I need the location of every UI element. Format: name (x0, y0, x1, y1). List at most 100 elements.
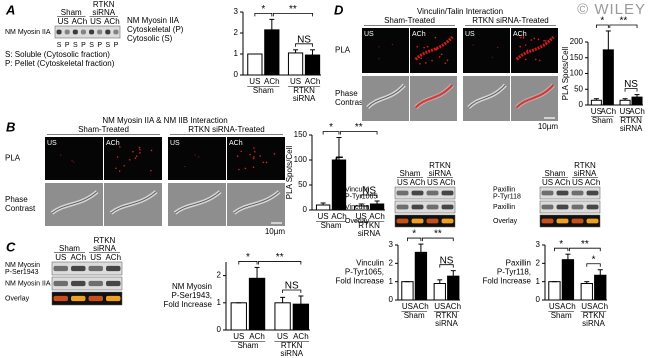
x-tick-label: ACh (413, 302, 429, 311)
blot-caption: Cytosolic (S) (127, 34, 173, 43)
significance-label: ** (276, 252, 284, 263)
lane-label: US (465, 31, 475, 38)
pla-spot (435, 48, 438, 51)
significance-label: * (559, 239, 563, 250)
group-label: siRNA (435, 319, 458, 328)
blot-strip (51, 291, 123, 306)
blot-band (541, 204, 554, 210)
x-tick-label: US (549, 302, 560, 311)
y-tick-label: 0 (303, 205, 308, 214)
blot-row-label: P-Tyr118 (493, 193, 521, 200)
blot-strip (539, 200, 601, 214)
y-tick-label: 1 (536, 277, 541, 286)
significance-bracket (595, 24, 609, 28)
blot-group: siRNA (93, 244, 116, 253)
blot-band (88, 295, 103, 302)
y-tick-label: 0 (536, 295, 541, 304)
y-tick-label: 0 (579, 100, 584, 109)
pla-spot (132, 150, 134, 153)
blot-row-label: P-Ser1943 (5, 269, 39, 276)
blot-group: Sham (400, 169, 421, 178)
blot-band (571, 218, 584, 224)
imaging-group: RTKN siRNA-Treated (472, 16, 548, 25)
y-axis-label: P-Tyr118, (497, 268, 531, 277)
blot-band (64, 29, 70, 35)
blot-row-label: Overlay (493, 218, 518, 225)
y-tick-label: 0 (234, 70, 239, 79)
significance-bracket (624, 88, 638, 92)
bar (274, 302, 291, 331)
bar (631, 96, 643, 106)
blot-group: Sham (59, 244, 80, 253)
blot-band (541, 218, 554, 224)
bar (292, 303, 310, 331)
significance-bracket (554, 247, 569, 252)
blot-caption: NM Myosin IIA (127, 16, 180, 25)
blot-band (97, 29, 103, 35)
bar (247, 53, 263, 76)
y-tick-label: 100 (294, 155, 308, 164)
blot-band (88, 280, 103, 287)
blot-band (72, 29, 78, 35)
y-axis-label: Fold Increase (483, 277, 532, 286)
significance-bracket (609, 24, 638, 28)
y-tick-label: 3 (389, 240, 394, 249)
y-tick-label: 3 (536, 240, 541, 249)
y-tick-label: 1 (234, 49, 239, 58)
pla-spot (444, 62, 447, 64)
group-label: Sham (237, 341, 258, 350)
pla-spot (538, 59, 541, 62)
blot-row-label: Overlay (5, 295, 30, 302)
x-tick-label: ACh (264, 77, 280, 86)
significance-bracket (254, 12, 273, 17)
significance-bracket (586, 263, 601, 267)
y-tick-label: 2 (536, 258, 541, 267)
cell-edge (174, 191, 221, 214)
micrograph (45, 137, 103, 180)
pla-spot (416, 45, 419, 48)
significance-bracket (569, 247, 601, 252)
significance-bracket (295, 43, 313, 47)
x-tick-label: ACh (293, 332, 309, 341)
imaging-title: NM Myosin IIA & NM IIB Interaction (102, 116, 227, 125)
x-tick-label: US (591, 107, 602, 116)
blot-band (53, 265, 68, 272)
x-tick-label: ACh (331, 212, 347, 221)
pla-spot (184, 165, 186, 168)
blot-group: RTKN (574, 161, 596, 170)
imaging-group: Sham-Treated (78, 125, 129, 134)
group-label: RTKN (620, 116, 642, 125)
fraction-label: S (57, 42, 62, 49)
pla-spot (378, 46, 380, 48)
significance-label: * (261, 4, 265, 15)
y-tick-label: 1 (389, 277, 394, 286)
blot-strip (394, 186, 456, 200)
y-axis-label: P-Tyr1065, (345, 268, 384, 277)
bar (315, 204, 331, 211)
bar (602, 49, 614, 106)
blot-row-label: NM Myosin IIA (5, 29, 51, 36)
blot-row-label: NM Myosin IIA (5, 280, 51, 287)
x-tick-label: US (249, 77, 260, 86)
blot-band (556, 190, 569, 196)
bar (331, 159, 347, 211)
micrograph (410, 28, 457, 73)
pla-spot (273, 153, 276, 155)
blot-group: siRNA (429, 169, 452, 178)
y-tick-label: 2 (234, 28, 239, 37)
y-axis-label: PLA Spots/Cell (285, 146, 294, 200)
significance-label: NS (440, 255, 454, 266)
group-label: siRNA (280, 349, 303, 358)
x-tick-label: US (233, 332, 244, 341)
blot-group: Sham (61, 8, 82, 17)
pla-spot (472, 44, 474, 46)
pla-spot (524, 58, 527, 61)
x-tick-label: ACh (445, 302, 461, 311)
scale-label: 10µm (538, 122, 559, 131)
blot-group: Sham (545, 169, 566, 178)
significance-label: * (412, 229, 416, 240)
lane-label: US (572, 178, 583, 187)
blot-band (53, 280, 68, 287)
pla-spot (150, 149, 153, 152)
fraction-key: S: Soluble (Cytosolic fraction) (5, 50, 110, 59)
